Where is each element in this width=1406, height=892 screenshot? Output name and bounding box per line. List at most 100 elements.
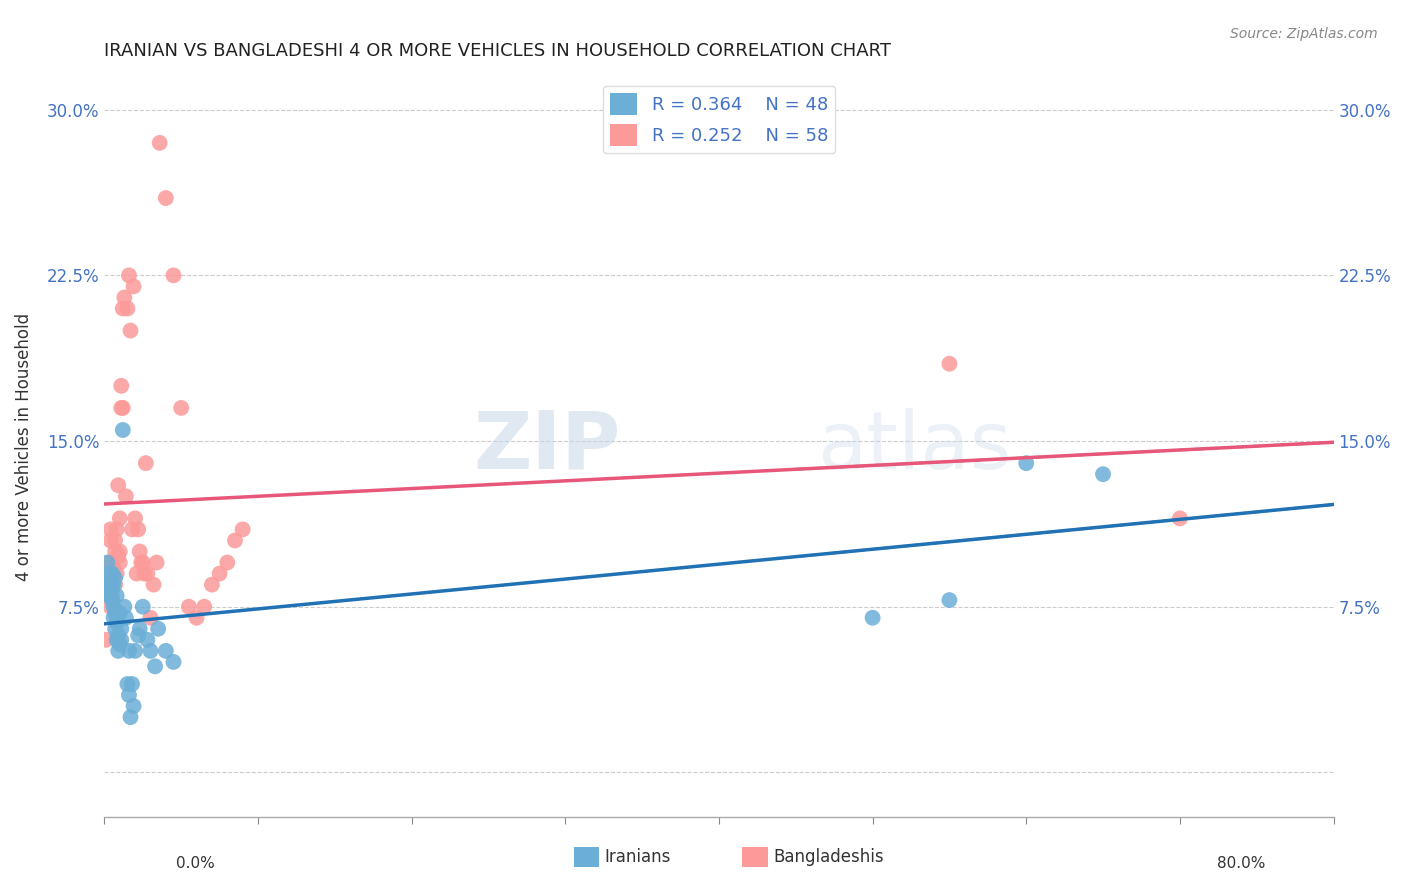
Point xyxy=(186,611,208,625)
Point xyxy=(129,556,152,570)
Point xyxy=(107,478,129,492)
Point xyxy=(101,589,124,603)
Point xyxy=(100,522,122,536)
Point xyxy=(155,644,177,658)
Point xyxy=(118,644,141,658)
Point xyxy=(115,489,138,503)
Text: Bangladeshis: Bangladeshis xyxy=(773,848,884,866)
Point xyxy=(120,710,142,724)
Point xyxy=(110,622,132,636)
Point xyxy=(98,556,121,570)
Point xyxy=(938,357,960,371)
Point xyxy=(104,544,127,558)
Point xyxy=(128,544,150,558)
Point xyxy=(101,593,124,607)
Point xyxy=(105,522,128,536)
Point xyxy=(108,607,131,621)
Point xyxy=(107,549,129,563)
Point xyxy=(111,423,134,437)
Point xyxy=(132,556,155,570)
Point xyxy=(143,659,166,673)
Point xyxy=(98,577,121,591)
Point xyxy=(1168,511,1191,525)
Point xyxy=(193,599,215,614)
Text: 80.0%: 80.0% xyxy=(1218,856,1265,871)
Point xyxy=(217,556,239,570)
Point xyxy=(118,688,141,702)
Point xyxy=(127,522,149,536)
Point xyxy=(135,456,157,470)
Point xyxy=(100,533,122,548)
Y-axis label: 4 or more Vehicles in Household: 4 or more Vehicles in Household xyxy=(15,312,32,581)
Point xyxy=(124,644,146,658)
Point xyxy=(104,533,127,548)
Point xyxy=(120,324,142,338)
Point xyxy=(103,562,125,576)
Point xyxy=(100,589,122,603)
Point xyxy=(100,566,122,581)
Point xyxy=(100,577,122,591)
Point xyxy=(103,611,125,625)
Point xyxy=(100,599,122,614)
Point xyxy=(118,268,141,283)
Point xyxy=(139,644,162,658)
Point xyxy=(112,290,135,304)
Point xyxy=(107,644,129,658)
Point xyxy=(96,566,118,581)
Point xyxy=(108,556,131,570)
Point xyxy=(142,577,165,591)
Point xyxy=(117,677,139,691)
Point xyxy=(155,191,177,205)
Point xyxy=(110,632,132,647)
Point xyxy=(111,401,134,415)
Point xyxy=(122,699,145,714)
Point xyxy=(1015,456,1038,470)
Point xyxy=(101,566,124,581)
Point xyxy=(110,401,132,415)
Text: 0.0%: 0.0% xyxy=(176,856,215,871)
Point xyxy=(110,379,132,393)
Point xyxy=(111,301,134,316)
Point xyxy=(105,589,128,603)
Point xyxy=(108,511,131,525)
Point xyxy=(104,622,127,636)
Point xyxy=(101,582,124,596)
Text: Iranians: Iranians xyxy=(605,848,671,866)
Point xyxy=(162,655,184,669)
Point xyxy=(121,677,143,691)
Point xyxy=(177,599,200,614)
Point xyxy=(862,611,884,625)
Point xyxy=(122,279,145,293)
Point xyxy=(105,632,128,647)
Point xyxy=(1092,467,1115,482)
Point xyxy=(162,268,184,283)
Point xyxy=(115,611,138,625)
Point xyxy=(105,615,128,629)
Point xyxy=(107,628,129,642)
Point xyxy=(94,632,117,647)
Point xyxy=(134,566,156,581)
Point xyxy=(96,556,118,570)
Point xyxy=(101,556,124,570)
Point xyxy=(224,533,246,548)
Point xyxy=(232,522,254,536)
Point xyxy=(124,511,146,525)
Legend: R = 0.364    N = 48, R = 0.252    N = 58: R = 0.364 N = 48, R = 0.252 N = 58 xyxy=(603,86,835,153)
Point xyxy=(104,607,127,621)
Point xyxy=(103,577,125,591)
Point xyxy=(938,593,960,607)
Point xyxy=(104,571,127,585)
Text: Source: ZipAtlas.com: Source: ZipAtlas.com xyxy=(1230,27,1378,41)
Point xyxy=(117,301,139,316)
Text: atlas: atlas xyxy=(817,408,1012,485)
Point xyxy=(103,571,125,585)
Point xyxy=(136,566,159,581)
Point xyxy=(127,628,149,642)
Point xyxy=(105,566,128,581)
Point xyxy=(201,577,224,591)
Point xyxy=(108,544,131,558)
Point xyxy=(103,599,125,614)
Point xyxy=(98,577,121,591)
Point xyxy=(149,136,172,150)
Point xyxy=(112,599,135,614)
